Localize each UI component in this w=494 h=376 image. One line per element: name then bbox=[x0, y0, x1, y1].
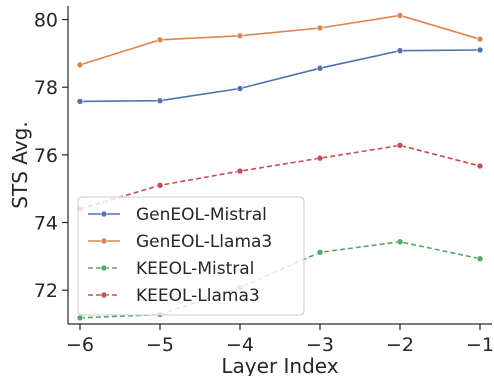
data-point bbox=[156, 181, 164, 189]
legend-swatch-marker bbox=[100, 291, 108, 299]
legend-label: GenEOL-Llama3 bbox=[136, 232, 272, 252]
x-tick-label: −3 bbox=[306, 334, 334, 356]
legend: GenEOL-Mistral GenEOL-Llama3 KEEOL-Mistral… bbox=[77, 196, 305, 316]
data-point bbox=[156, 97, 164, 105]
legend-swatch-marker bbox=[100, 237, 108, 245]
x-axis-title: Layer Index bbox=[221, 354, 338, 376]
y-tick-label: 78 bbox=[34, 77, 58, 99]
x-tick-label: −1 bbox=[466, 334, 494, 356]
data-point bbox=[396, 12, 404, 19]
legend-label: KEEOL-Llama3 bbox=[136, 286, 260, 306]
series-line-1 bbox=[79, 14, 481, 66]
x-tick-label: −4 bbox=[226, 334, 254, 356]
data-point bbox=[476, 162, 484, 170]
data-point bbox=[476, 255, 484, 263]
x-tick-label: −2 bbox=[386, 334, 414, 356]
legend-swatch-marker bbox=[100, 264, 108, 272]
data-point bbox=[396, 142, 404, 149]
series-line-3 bbox=[79, 144, 481, 210]
data-point bbox=[316, 24, 324, 32]
y-tick-label: 72 bbox=[34, 280, 58, 302]
data-point bbox=[316, 248, 324, 256]
data-point bbox=[76, 98, 84, 105]
y-tick-label: 76 bbox=[34, 145, 58, 167]
data-point bbox=[76, 61, 84, 69]
x-tick-label: −6 bbox=[66, 334, 94, 356]
data-point bbox=[236, 167, 244, 175]
legend-box bbox=[77, 196, 305, 316]
legend-label: KEEOL-Mistral bbox=[136, 259, 254, 279]
data-point bbox=[396, 238, 404, 246]
x-tick-label: −5 bbox=[146, 334, 174, 356]
data-point bbox=[316, 64, 324, 72]
data-point bbox=[156, 36, 164, 44]
y-tick-label: 80 bbox=[34, 10, 58, 32]
legend-label: GenEOL-Mistral bbox=[136, 205, 267, 225]
y-axis-title: STS Avg. bbox=[8, 121, 32, 208]
data-point bbox=[476, 35, 484, 43]
data-point bbox=[316, 154, 324, 162]
series-line-0 bbox=[79, 49, 481, 103]
data-point bbox=[476, 46, 484, 54]
data-point bbox=[236, 32, 244, 40]
data-point bbox=[76, 314, 84, 322]
y-tick-label: 74 bbox=[34, 213, 58, 235]
legend-swatch-marker bbox=[100, 210, 108, 218]
data-point bbox=[236, 85, 244, 92]
axes-layer: 72 74 76 78 80 −6 −5 −4 −3 −2 −1 bbox=[34, 6, 494, 356]
data-point bbox=[396, 47, 404, 54]
